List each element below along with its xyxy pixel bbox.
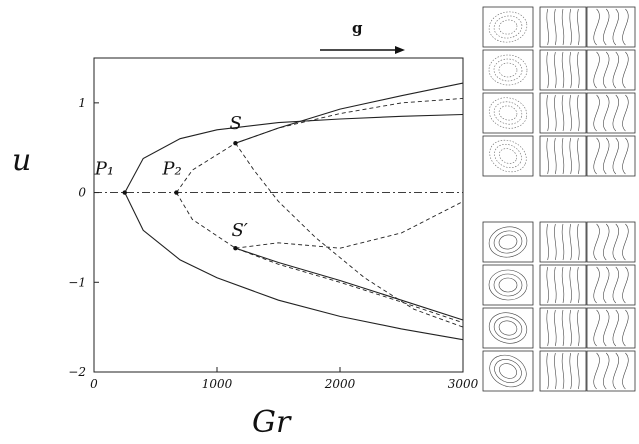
series-line-2 — [235, 82, 464, 144]
x-tick-label: 1000 — [202, 377, 233, 391]
gravity-label: g — [352, 19, 363, 37]
series-line-4 — [176, 97, 464, 193]
x-tick-label: 3000 — [448, 377, 479, 391]
series-line-5 — [176, 192, 464, 324]
bifurcation-point — [233, 245, 238, 251]
y-tick-label: −2 — [68, 365, 86, 379]
bifurcation-point — [122, 190, 127, 195]
flow-pattern-panel-top — [482, 6, 636, 177]
flow-thumbnail — [586, 307, 636, 349]
point-label: P₁ — [94, 159, 114, 180]
point-label: S′ — [231, 220, 247, 241]
y-tick-label: −1 — [68, 275, 86, 289]
gravity-arrow — [320, 46, 405, 54]
flow-thumbnail — [482, 6, 534, 48]
series-line-6 — [235, 142, 464, 328]
flow-thumbnail — [482, 221, 534, 263]
flow-thumbnail — [482, 264, 534, 306]
flow-thumbnail — [482, 92, 534, 134]
flow-pattern-panel-bottom — [482, 221, 636, 392]
series-line-0 — [124, 113, 464, 193]
series-line-7 — [235, 201, 464, 249]
flow-thumbnail — [586, 92, 636, 134]
flow-thumbnail — [586, 350, 636, 392]
flow-thumbnail — [586, 49, 636, 91]
flow-thumbnail — [482, 49, 534, 91]
bifurcation-point — [233, 141, 238, 146]
x-tick-label: 0 — [90, 377, 98, 391]
flow-thumbnail — [586, 135, 636, 177]
flow-thumbnail — [586, 6, 636, 48]
point-label: S — [229, 113, 241, 134]
bifurcation-point — [174, 190, 179, 195]
y-axis-label: u — [12, 143, 31, 178]
flow-thumbnail — [482, 135, 534, 177]
plot-frame — [93, 57, 464, 373]
flow-thumbnail — [586, 264, 636, 306]
series-line-3 — [235, 247, 464, 321]
x-tick-label: 2000 — [324, 377, 356, 391]
flow-thumbnail — [482, 350, 534, 392]
y-tick-label: 1 — [78, 96, 86, 110]
ticks-layer: 0 1000 2000 3000 1 0 −1 −2 — [68, 96, 478, 391]
series-layer — [94, 82, 464, 341]
flow-thumbnail — [482, 307, 534, 349]
y-tick-label: 0 — [78, 186, 86, 200]
x-axis-label: Gr — [252, 405, 292, 440]
series-line-1 — [124, 192, 464, 341]
points-layer: P₁ P₂ S S′ — [94, 113, 248, 251]
flow-thumbnail — [586, 221, 636, 263]
point-label: P₂ — [161, 159, 181, 180]
